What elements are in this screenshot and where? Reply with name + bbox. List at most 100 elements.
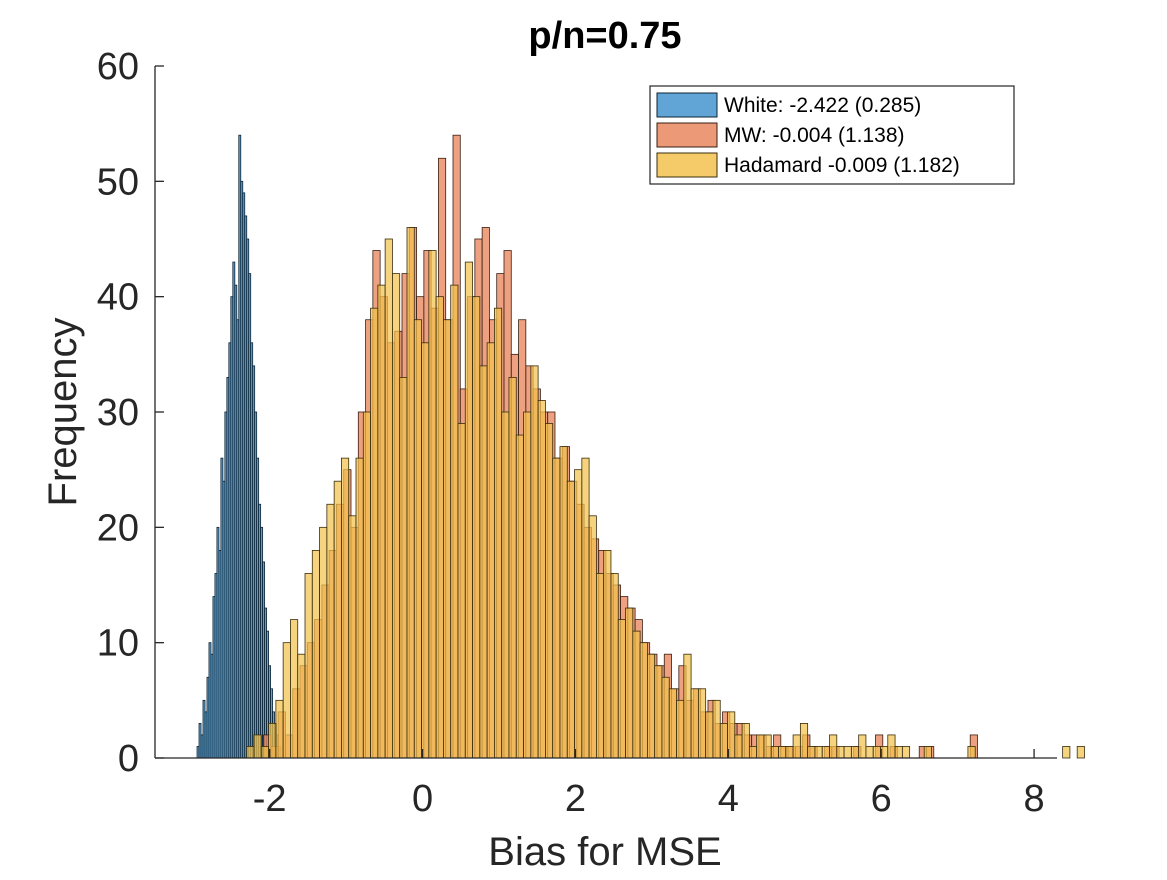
bar-hadamard — [486, 342, 495, 759]
legend: White: -2.422 (0.285) MW: -0.004 (1.138)… — [649, 85, 1015, 185]
bar-hadamard — [639, 642, 648, 759]
series-hadamard — [246, 227, 1085, 759]
legend-label-white: White: -2.422 (0.285) — [724, 94, 921, 117]
bar-hadamard — [246, 746, 255, 759]
bar-hadamard — [421, 342, 430, 759]
bar-hadamard — [923, 746, 932, 759]
bar-hadamard — [428, 250, 437, 759]
bar-hadamard — [668, 688, 677, 759]
bar-hadamard — [967, 746, 976, 759]
bar-hadamard — [501, 411, 510, 759]
bar-hadamard — [712, 699, 721, 759]
y-axis-label: Frequency — [41, 318, 85, 507]
bar-hadamard — [901, 746, 911, 759]
bar-hadamard — [392, 273, 401, 759]
y-tick-label: 20 — [97, 507, 139, 549]
bar-hadamard — [523, 411, 532, 759]
y-tick-label: 60 — [97, 46, 139, 88]
bar-hadamard — [785, 746, 794, 759]
axes-layer: -2 0 2 4 6 8 0 10 20 30 40 50 60 — [97, 46, 1057, 820]
bar-hadamard — [865, 746, 874, 759]
bar-hadamard — [734, 734, 743, 759]
y-tick-label: 10 — [97, 623, 139, 665]
bar-hadamard — [836, 746, 845, 759]
y-tick-label: 40 — [97, 277, 139, 319]
bar-hadamard — [741, 723, 750, 759]
bar-hadamard — [413, 319, 422, 759]
bar-hadamard — [1062, 746, 1071, 759]
bar-hadamard — [632, 630, 641, 759]
bar-hadamard — [406, 227, 415, 759]
bar-hadamard — [1076, 746, 1085, 759]
x-tick-label: 6 — [871, 778, 892, 820]
bar-hadamard — [326, 503, 335, 759]
bar-hadamard — [588, 515, 597, 759]
bar-hadamard — [348, 515, 357, 759]
legend-label-mw: MW: -0.004 (1.138) — [724, 124, 905, 147]
y-tick-label: 0 — [118, 738, 139, 780]
bar-hadamard — [362, 411, 371, 759]
bar-hadamard — [850, 746, 860, 759]
chart-title: p/n=0.75 — [528, 15, 681, 57]
bar-hadamard — [814, 746, 823, 759]
bar-hadamard — [603, 550, 612, 759]
bar-hadamard — [661, 676, 670, 759]
bar-hadamard — [559, 446, 568, 759]
bar-hadamard — [843, 746, 852, 759]
bar-hadamard — [341, 457, 350, 759]
legend-swatch-hadamard — [656, 152, 718, 178]
bar-hadamard — [887, 734, 896, 759]
bar-hadamard — [479, 365, 488, 759]
bar-hadamard — [297, 653, 306, 759]
bar-hadamard — [697, 688, 707, 759]
bar-hadamard — [807, 746, 816, 759]
bar-hadamard — [552, 457, 561, 759]
bar-hadamard — [508, 376, 517, 759]
bar-hadamard — [443, 319, 452, 759]
bar-hadamard — [370, 307, 379, 759]
bar-hadamard — [654, 665, 663, 759]
legend-label-hadamard: Hadamard -0.009 (1.182) — [724, 154, 960, 177]
bar-hadamard — [304, 573, 313, 759]
bar-hadamard — [748, 746, 758, 759]
bar-hadamard — [566, 480, 575, 759]
bar-hadamard — [515, 434, 524, 759]
bar-hadamard — [253, 734, 262, 759]
bar-hadamard — [537, 400, 546, 759]
bar-hadamard — [778, 746, 787, 759]
bar-hadamard — [384, 238, 393, 759]
bar-hadamard — [450, 284, 459, 759]
bar-hadamard — [625, 607, 634, 759]
bar-hadamard — [799, 723, 809, 759]
bar-hadamard — [719, 723, 728, 759]
bar-hadamard — [858, 734, 867, 759]
bar-hadamard — [260, 746, 269, 759]
bar-hadamard — [690, 688, 699, 759]
bar-hadamard — [311, 550, 320, 759]
bar-hadamard — [829, 734, 838, 759]
x-tick-label: 4 — [718, 778, 739, 820]
bar-hadamard — [770, 746, 779, 759]
bar-hadamard — [646, 653, 656, 759]
y-tick-label: 50 — [97, 161, 139, 203]
bar-hadamard — [617, 619, 626, 759]
bar-hadamard — [472, 296, 481, 759]
bar-hadamard — [574, 469, 583, 759]
bar-hadamard — [821, 746, 830, 759]
legend-swatch-white — [656, 92, 718, 118]
bar-hadamard — [377, 284, 386, 759]
bar-hadamard — [872, 746, 881, 759]
bar-hadamard — [464, 261, 473, 759]
bar-hadamard — [457, 423, 466, 759]
bar-hadamard — [290, 619, 299, 759]
bar-hadamard — [894, 746, 903, 759]
x-tick-label: -2 — [253, 778, 287, 820]
bar-hadamard — [355, 457, 364, 759]
x-axis-label: Bias for MSE — [488, 830, 721, 874]
bar-hadamard — [333, 480, 342, 759]
bar-hadamard — [756, 734, 765, 759]
bar-hadamard — [319, 526, 328, 759]
bar-hadamard — [676, 699, 685, 759]
